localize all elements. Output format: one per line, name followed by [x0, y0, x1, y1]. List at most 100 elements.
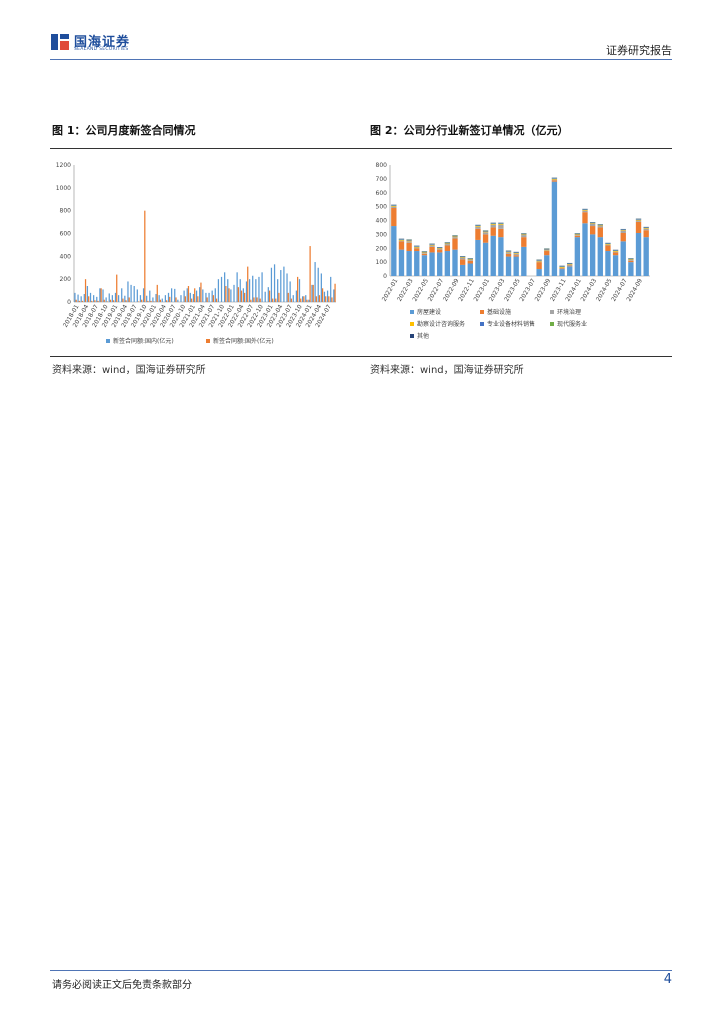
bar [147, 300, 149, 302]
bar [130, 284, 132, 302]
bar-segment [597, 227, 603, 238]
legend-swatch [550, 310, 554, 314]
bar-segment [559, 267, 565, 269]
figure-1-source: 资料来源：wind，国海证券研究所 [52, 365, 206, 376]
bar-segment [459, 257, 466, 260]
logo-text-cn: 国海证券 [74, 35, 131, 50]
bar-segment [536, 269, 542, 276]
bar-segment [628, 260, 634, 263]
bar-segment [398, 241, 405, 250]
bar-segment [559, 269, 565, 276]
bar-segment [391, 226, 397, 276]
bar [111, 295, 113, 302]
bar [240, 290, 243, 302]
bar-segment [414, 247, 420, 249]
bar [311, 284, 313, 302]
bar-segment [513, 253, 519, 256]
bar-segment [414, 248, 420, 252]
bar [289, 281, 291, 302]
footer-divider [50, 970, 672, 971]
bar-segment [498, 223, 504, 225]
bar-segment [551, 180, 558, 182]
bar-segment [444, 242, 451, 244]
legend-label: 新签合同额:国外(亿元) [213, 337, 274, 345]
bar [84, 279, 87, 302]
bar [161, 298, 163, 302]
bar [237, 287, 239, 302]
bar-segment [459, 257, 466, 258]
bar [96, 296, 98, 302]
bar [99, 288, 101, 302]
bar [81, 300, 84, 302]
bar [286, 273, 288, 302]
bar-segment [551, 178, 558, 179]
bar [214, 288, 216, 302]
y-tick-label: 0 [67, 299, 71, 306]
figure-source-divider [50, 356, 672, 357]
bar [245, 281, 248, 302]
bar-segment [452, 249, 458, 276]
bar [146, 295, 148, 302]
bar [256, 297, 258, 302]
bar-segment [521, 237, 527, 247]
bar [149, 290, 151, 302]
legend-swatch [410, 334, 414, 338]
bar-segment [574, 237, 581, 276]
monthly-contracts-chart: 0200400600800100012002018-012018-042018-… [56, 162, 336, 345]
bar-segment [521, 246, 527, 276]
bar [290, 298, 293, 302]
bar-segment [429, 245, 435, 247]
bar-segment [498, 237, 504, 276]
bar-segment [643, 228, 649, 231]
bar-segment [567, 264, 573, 265]
bar-segment [567, 265, 573, 267]
bar-segment [475, 226, 481, 229]
bar-segment [505, 256, 512, 276]
bar-segment [398, 239, 405, 241]
legend-label: 房屋建设 [417, 308, 441, 316]
bar [122, 298, 124, 302]
y-tick-label: 300 [376, 231, 388, 238]
bar [217, 279, 220, 302]
legend-swatch [206, 339, 210, 343]
bar-segment [643, 227, 649, 229]
bar-segment [406, 241, 412, 243]
bar [74, 292, 76, 302]
bar-segment [513, 253, 519, 254]
bar [192, 294, 195, 302]
legend-label: 环境治理 [557, 308, 581, 316]
y-tick-label: 400 [376, 218, 388, 225]
bar-segment [398, 240, 405, 242]
bar-segment [414, 246, 420, 247]
report-type-label: 证券研究报告 [606, 44, 672, 57]
y-tick-label: 100 [376, 259, 388, 266]
bar-segment [544, 251, 550, 256]
bar [91, 300, 93, 302]
bar [252, 275, 254, 302]
bar-segment [490, 227, 496, 236]
bar [186, 288, 188, 302]
bar [212, 295, 215, 302]
bar [105, 297, 107, 302]
bar-segment [635, 232, 642, 276]
bar [334, 283, 336, 302]
bar [75, 299, 77, 302]
bar-segment [582, 210, 588, 211]
bar [88, 296, 90, 302]
bar-segment [475, 225, 481, 227]
bar-segment [582, 210, 588, 213]
bar-segment [620, 230, 626, 233]
y-tick-label: 500 [376, 204, 388, 211]
bar [180, 295, 182, 302]
bar-segment [421, 253, 428, 254]
bar-segment [582, 209, 588, 211]
bar-segment [490, 224, 496, 228]
bar-segment [620, 230, 626, 231]
bar [230, 289, 232, 302]
bar [194, 288, 196, 302]
y-tick-label: 600 [60, 231, 72, 238]
bar-segment [544, 248, 550, 250]
bar-segment [513, 256, 519, 276]
bar [142, 288, 145, 302]
bar [261, 272, 263, 302]
